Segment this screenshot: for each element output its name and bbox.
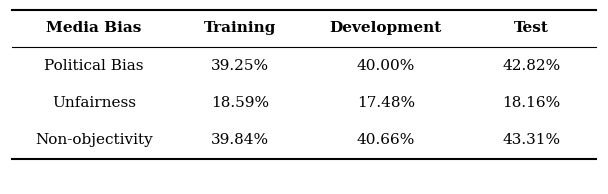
Text: 43.31%: 43.31% — [503, 133, 561, 147]
Text: Test: Test — [514, 21, 549, 35]
Text: 17.48%: 17.48% — [357, 96, 415, 110]
Text: Political Bias: Political Bias — [44, 59, 143, 73]
Text: 40.66%: 40.66% — [356, 133, 415, 147]
Text: Unfairness: Unfairness — [52, 96, 136, 110]
Text: 18.16%: 18.16% — [502, 96, 561, 110]
Text: Development: Development — [330, 21, 442, 35]
Text: 42.82%: 42.82% — [502, 59, 561, 73]
Text: 39.84%: 39.84% — [211, 133, 269, 147]
Text: 40.00%: 40.00% — [356, 59, 415, 73]
Text: Training: Training — [204, 21, 276, 35]
Text: Non-objectivity: Non-objectivity — [35, 133, 153, 147]
Text: 18.59%: 18.59% — [211, 96, 269, 110]
Text: 39.25%: 39.25% — [211, 59, 269, 73]
Text: Media Bias: Media Bias — [46, 21, 142, 35]
